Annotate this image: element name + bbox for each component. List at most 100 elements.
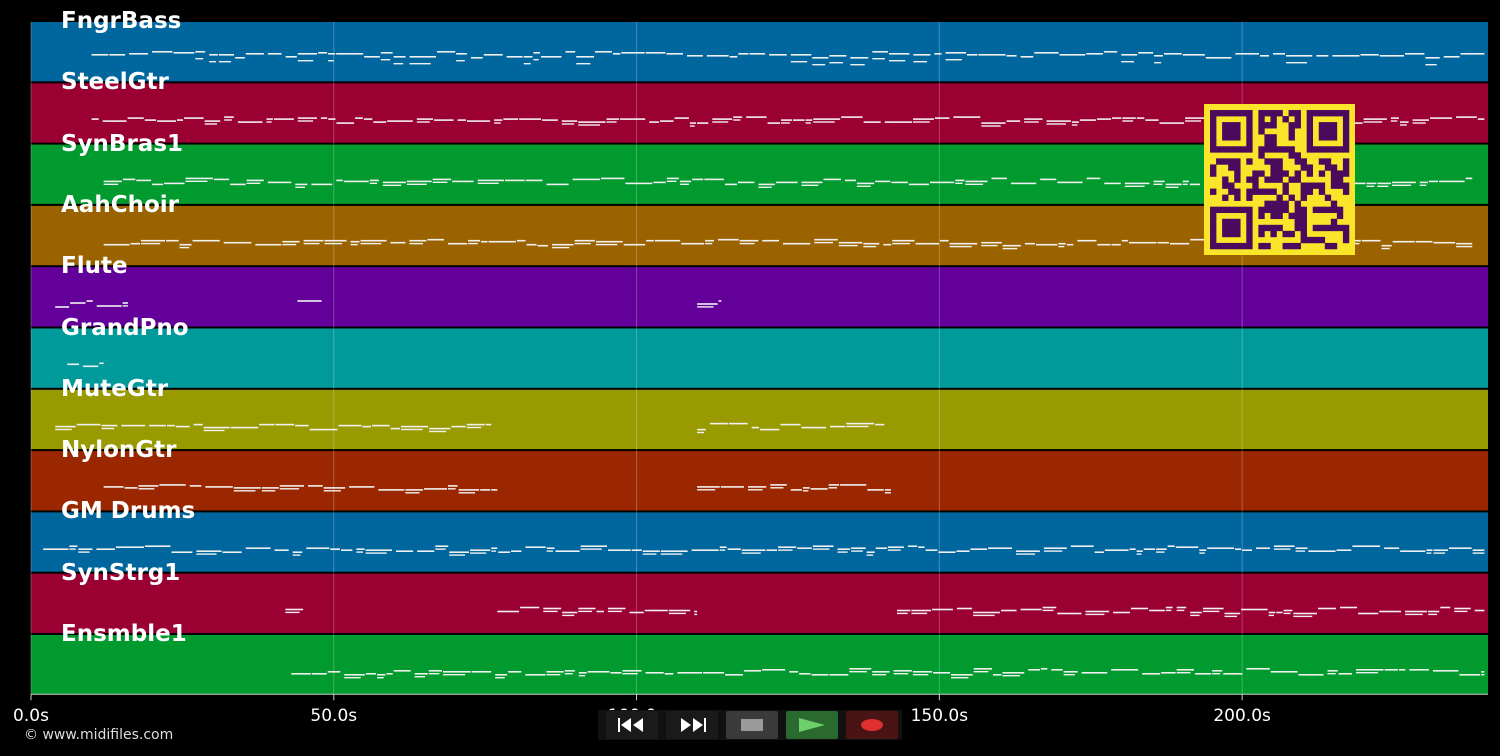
note: [306, 547, 330, 549]
note: [124, 487, 138, 489]
note: [417, 550, 435, 552]
fast-forward-button[interactable]: [666, 711, 718, 739]
note: [659, 120, 674, 122]
note: [78, 551, 90, 553]
record-button[interactable]: [846, 711, 898, 739]
note: [645, 52, 666, 54]
note: [364, 56, 380, 58]
note: [377, 677, 384, 679]
note: [805, 122, 811, 124]
note: [689, 122, 696, 124]
note: [297, 120, 314, 122]
note: [875, 423, 885, 426]
note: [1286, 62, 1308, 64]
note: [1308, 550, 1336, 552]
track-name: AahChoir: [61, 191, 179, 218]
note: [1459, 674, 1481, 676]
note: [799, 673, 811, 675]
note: [429, 430, 447, 433]
play-icon: [799, 718, 825, 732]
track-lane: [31, 328, 1488, 388]
note: [152, 51, 173, 53]
note: [520, 606, 540, 609]
note: [166, 424, 175, 427]
note: [681, 242, 705, 245]
note: [360, 242, 382, 245]
note: [1336, 549, 1352, 551]
note: [416, 121, 430, 123]
note: [1169, 242, 1190, 245]
note: [875, 547, 887, 549]
note: [587, 671, 610, 673]
note: [610, 672, 622, 674]
note: [704, 178, 724, 181]
note: [978, 54, 1006, 56]
note: [1454, 610, 1468, 613]
note: [427, 238, 444, 241]
note: [267, 181, 292, 184]
note: [965, 180, 988, 183]
note: [856, 182, 875, 185]
note: [349, 486, 375, 488]
note: [494, 122, 501, 124]
stop-button[interactable]: [726, 711, 778, 739]
note: [390, 241, 406, 244]
note: [642, 550, 660, 552]
note: [1046, 120, 1071, 122]
note: [814, 241, 834, 244]
note: [747, 489, 763, 491]
note: [973, 611, 1000, 614]
note: [1242, 549, 1252, 551]
note: [83, 365, 99, 368]
note: [812, 57, 829, 59]
note: [488, 240, 516, 243]
note: [159, 484, 186, 486]
note: [435, 545, 449, 547]
note: [101, 427, 115, 430]
note: [255, 243, 282, 246]
note: [1392, 240, 1415, 243]
note: [414, 673, 428, 675]
rewind-button[interactable]: [606, 711, 658, 739]
note: [195, 58, 204, 60]
note: [340, 549, 353, 551]
note: [1034, 52, 1059, 54]
note: [297, 53, 318, 55]
note: [1128, 241, 1157, 244]
note: [612, 53, 621, 55]
note: [1384, 669, 1398, 671]
play-button[interactable]: [786, 711, 838, 739]
note: [1439, 180, 1465, 183]
note: [1182, 54, 1205, 56]
note: [336, 179, 343, 182]
note: [949, 245, 972, 248]
note: [447, 488, 456, 490]
note: [526, 243, 537, 246]
note: [802, 487, 810, 489]
note: [91, 54, 109, 56]
note: [449, 554, 466, 556]
note: [918, 546, 925, 548]
note: [934, 53, 942, 55]
note: [452, 180, 474, 183]
note: [1002, 672, 1025, 674]
note: [1392, 184, 1412, 186]
note: [762, 239, 779, 242]
note: [406, 180, 432, 183]
note: [1379, 55, 1404, 57]
note: [629, 611, 644, 614]
note: [625, 182, 653, 185]
note: [733, 119, 741, 121]
note: [965, 183, 984, 185]
note: [129, 53, 149, 55]
note: [192, 239, 220, 242]
note: [1121, 61, 1135, 63]
note: [1002, 247, 1018, 250]
note: [1316, 55, 1329, 57]
note: [775, 181, 798, 184]
note: [523, 56, 533, 58]
note: [1366, 185, 1375, 187]
note: [185, 180, 208, 182]
note: [365, 552, 387, 554]
